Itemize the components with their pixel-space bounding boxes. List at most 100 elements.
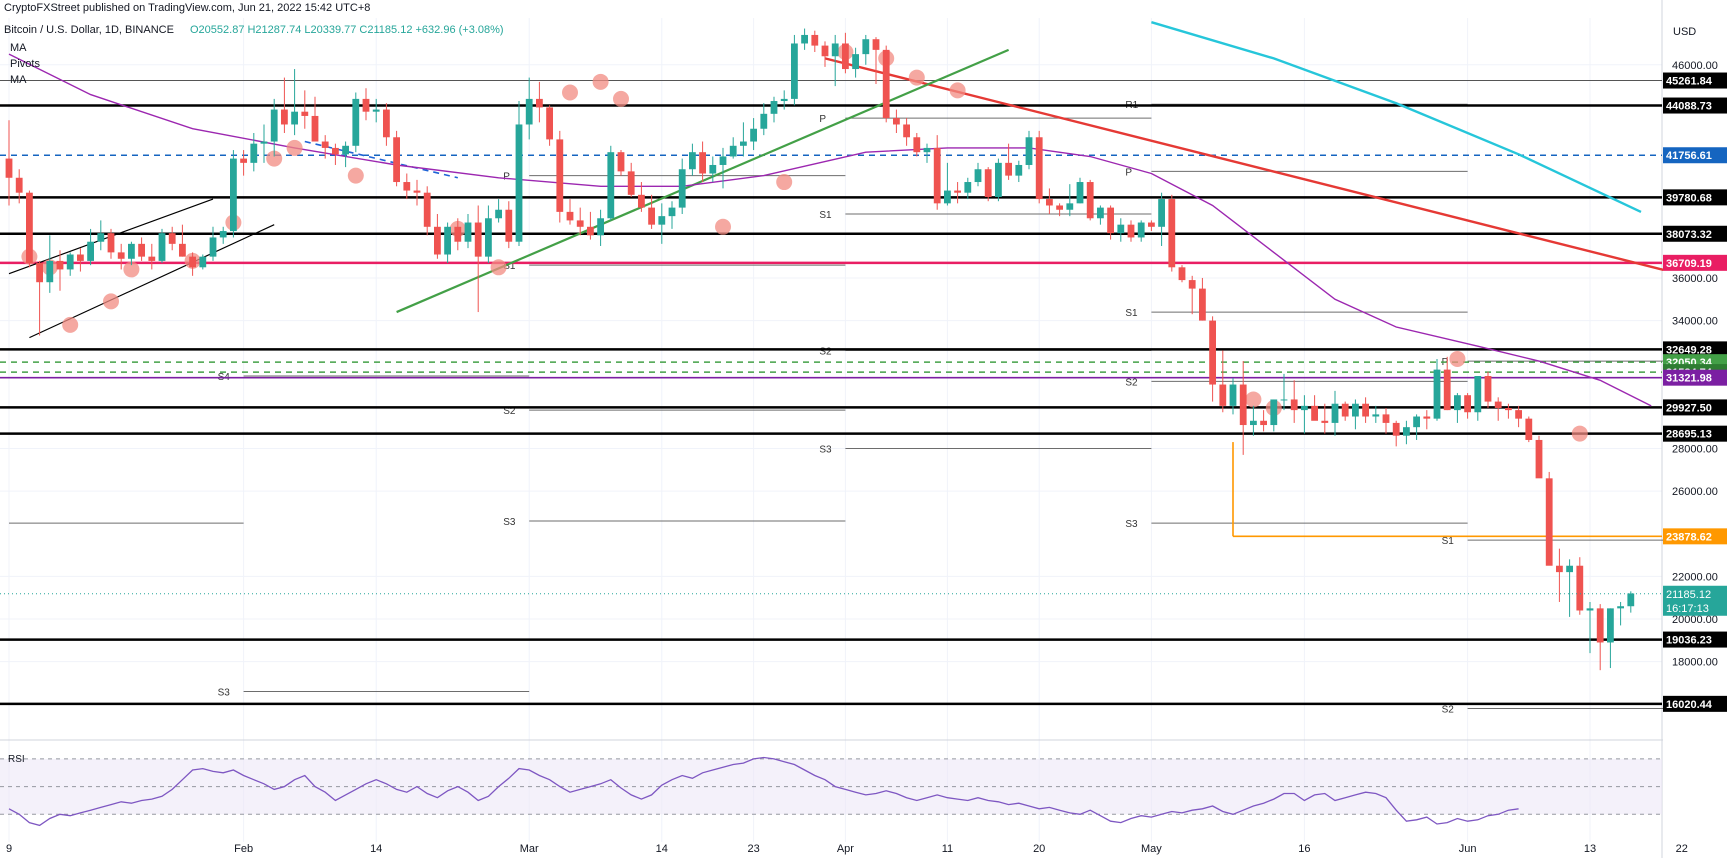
candle-body[interactable] [1403, 427, 1410, 436]
candle-body[interactable] [1413, 416, 1420, 428]
candle-body[interactable] [26, 192, 33, 264]
candle-body[interactable] [464, 222, 472, 242]
candle-body[interactable] [1005, 162, 1012, 176]
candle-body[interactable] [719, 156, 727, 165]
candle-body[interactable] [638, 194, 645, 208]
candle-body[interactable] [158, 233, 166, 261]
candle-body[interactable] [250, 143, 258, 163]
candle-body[interactable] [1168, 199, 1176, 268]
candles[interactable] [0, 28, 1662, 671]
candle-body[interactable] [342, 145, 349, 155]
candle-body[interactable] [1494, 401, 1502, 408]
candle-body[interactable] [648, 207, 655, 225]
candle-body[interactable] [1066, 203, 1074, 210]
candle-body[interactable] [1117, 224, 1125, 234]
candle-body[interactable] [423, 192, 431, 227]
candle-body[interactable] [1464, 395, 1471, 413]
candle-body[interactable] [383, 109, 390, 138]
candle-body[interactable] [903, 124, 910, 138]
candle-body[interactable] [1270, 399, 1278, 426]
candle-body[interactable] [811, 34, 819, 46]
price-badge[interactable] [1663, 369, 1727, 386]
candle-body[interactable] [1525, 418, 1533, 440]
candle-body[interactable] [291, 111, 298, 125]
candle-body[interactable] [1474, 376, 1482, 413]
candle-body[interactable] [1239, 384, 1247, 426]
candle-body[interactable] [1362, 403, 1369, 417]
candle-body[interactable] [1392, 422, 1400, 436]
candle-body[interactable] [1372, 414, 1380, 417]
candle-body[interactable] [1199, 288, 1206, 321]
candle-body[interactable] [954, 190, 961, 193]
price-badge[interactable] [1663, 147, 1727, 164]
candle-body[interactable] [1025, 137, 1033, 165]
candle-body[interactable] [209, 237, 217, 257]
candle-body[interactable] [1535, 439, 1543, 479]
candle-body[interactable] [1515, 410, 1522, 419]
candle-body[interactable] [107, 233, 115, 253]
candle-body[interactable] [709, 164, 717, 174]
candle-body[interactable] [1556, 565, 1563, 573]
candle-body[interactable] [495, 209, 502, 219]
candle-body[interactable] [607, 152, 615, 219]
candle-body[interactable] [311, 115, 319, 142]
candle-body[interactable] [66, 254, 74, 270]
candle-body[interactable] [1107, 207, 1114, 234]
candle-body[interactable] [1321, 420, 1329, 423]
candle-body[interactable] [1229, 384, 1237, 406]
candle-body[interactable] [831, 43, 839, 57]
candle-body[interactable] [995, 162, 1002, 197]
candle-body[interactable] [199, 256, 207, 268]
candle-body[interactable] [1566, 565, 1573, 573]
price-badge[interactable] [1663, 528, 1727, 545]
candle-body[interactable] [750, 128, 757, 142]
candle-body[interactable] [1209, 320, 1216, 385]
candle-body[interactable] [1290, 399, 1298, 411]
candle-body[interactable] [1433, 369, 1441, 419]
candle-body[interactable] [474, 222, 482, 257]
candle-body[interactable] [1627, 593, 1635, 607]
candle-body[interactable] [148, 256, 156, 261]
candle-body[interactable] [15, 177, 23, 193]
price-badge[interactable] [1663, 399, 1727, 416]
symbol-title[interactable]: Bitcoin / U.S. Dollar, 1D, BINANCE [4, 24, 174, 36]
candle-body[interactable] [1137, 222, 1145, 238]
price-badge[interactable] [1663, 97, 1727, 114]
candle-body[interactable] [1596, 608, 1604, 643]
candle-body[interactable] [1188, 280, 1196, 289]
candle-body[interactable] [944, 190, 951, 204]
candle-body[interactable] [1586, 608, 1594, 611]
candle-body[interactable] [1545, 478, 1553, 566]
candle-body[interactable] [678, 169, 686, 208]
candle-body[interactable] [1178, 267, 1186, 281]
candle-body[interactable] [1076, 182, 1084, 204]
candle-body[interactable] [617, 152, 625, 172]
candle-body[interactable] [1301, 405, 1308, 411]
candle-body[interactable] [77, 254, 84, 261]
candle-body[interactable] [1097, 207, 1104, 219]
candle-body[interactable] [36, 263, 43, 283]
candle-body[interactable] [525, 98, 533, 125]
candle-body[interactable] [393, 137, 400, 183]
candle-body[interactable] [270, 109, 278, 142]
price-badge[interactable] [1663, 631, 1727, 648]
candle-body[interactable] [46, 260, 54, 283]
candle-body[interactable] [281, 109, 288, 125]
candle-body[interactable] [515, 124, 523, 242]
candle-body[interactable] [1617, 606, 1624, 609]
candle-body[interactable] [729, 145, 737, 157]
price-badge[interactable] [1663, 254, 1727, 271]
time-axis[interactable]: 9Feb14Mar1423Apr1120May16Jun1322Jul1120 [6, 843, 1728, 855]
candle-body[interactable] [546, 107, 553, 140]
candle-body[interactable] [403, 182, 411, 191]
candle-body[interactable] [668, 207, 676, 217]
price-badge[interactable] [1663, 225, 1727, 242]
price-badge[interactable] [1663, 695, 1727, 712]
candle-body[interactable] [842, 43, 849, 70]
candle-body[interactable] [1250, 420, 1257, 426]
last-price-badge[interactable] [1663, 585, 1727, 616]
candle-body[interactable] [352, 98, 360, 146]
candle-body[interactable] [780, 98, 788, 102]
candle-body[interactable] [5, 158, 13, 178]
candle-body[interactable] [1219, 384, 1227, 406]
